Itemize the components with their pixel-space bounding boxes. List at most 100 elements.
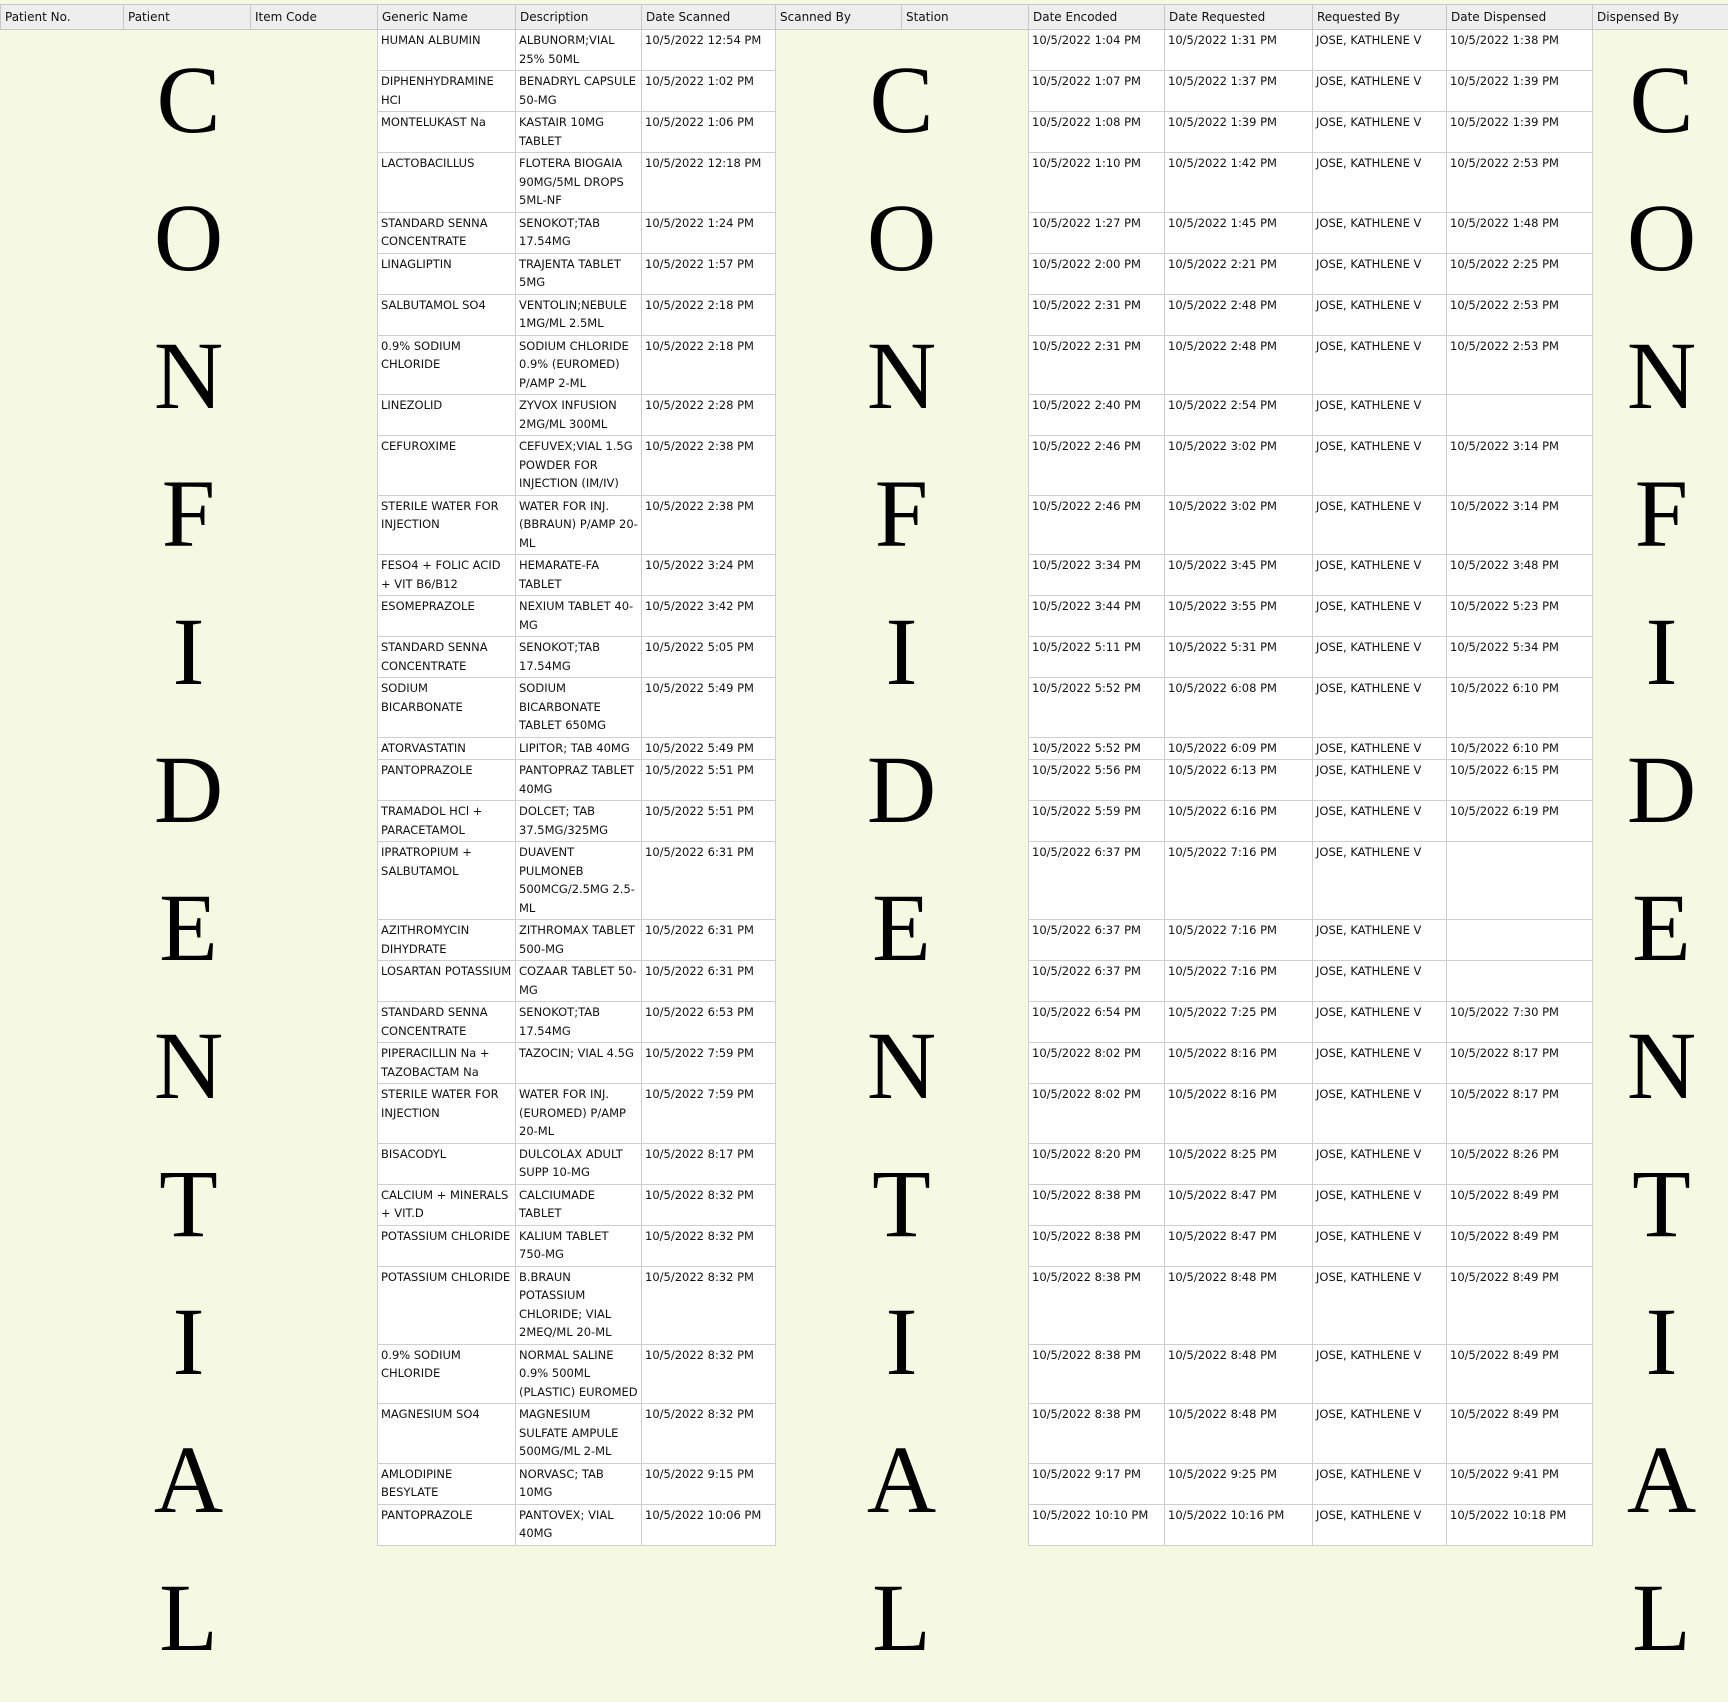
table-cell: CALCIUMADE TABLET [516, 1184, 642, 1225]
column-header: Date Dispensed [1447, 5, 1593, 30]
table-cell: 10/5/2022 6:37 PM [1029, 842, 1165, 920]
table-cell: 10/5/2022 8:17 PM [1447, 1043, 1593, 1084]
table-cell: 10/5/2022 8:20 PM [1029, 1143, 1165, 1184]
table-cell: 10/5/2022 10:10 PM [1029, 1504, 1165, 1545]
table-cell: JOSE, KATHLENE V [1313, 760, 1447, 801]
blank-cell [251, 1225, 378, 1266]
blank-cell [251, 760, 378, 801]
table-cell: 10/5/2022 8:26 PM [1447, 1143, 1593, 1184]
table-cell: 10/5/2022 8:32 PM [642, 1225, 776, 1266]
table-cell: LINAGLIPTIN [378, 253, 516, 294]
table-cell: KALIUM TABLET 750-MG [516, 1225, 642, 1266]
table-cell: 10/5/2022 5:52 PM [1029, 737, 1165, 760]
table-cell: 10/5/2022 2:48 PM [1165, 294, 1313, 335]
table-cell: 10/5/2022 6:09 PM [1165, 737, 1313, 760]
blank-cell [251, 1404, 378, 1464]
table-cell: JOSE, KATHLENE V [1313, 678, 1447, 738]
table-cell: 10/5/2022 3:44 PM [1029, 596, 1165, 637]
table-cell: 10/5/2022 7:16 PM [1165, 920, 1313, 961]
table-cell: 10/5/2022 6:19 PM [1447, 801, 1593, 842]
table-cell: 10/5/2022 2:25 PM [1447, 253, 1593, 294]
table-cell: 10/5/2022 2:53 PM [1447, 153, 1593, 213]
blank-cell [251, 637, 378, 678]
table-cell: 10/5/2022 5:11 PM [1029, 637, 1165, 678]
table-cell: 0.9% SODIUM CHLORIDE [378, 335, 516, 395]
column-header: Station [902, 5, 1029, 30]
table-cell: NORVASC; TAB 10MG [516, 1463, 642, 1504]
table-cell: 10/5/2022 2:48 PM [1165, 335, 1313, 395]
column-header: Date Encoded [1029, 5, 1165, 30]
table-cell: POTASSIUM CHLORIDE [378, 1225, 516, 1266]
blank-cell [251, 30, 378, 71]
blank-cell [251, 842, 378, 920]
table-cell: 10/5/2022 8:02 PM [1029, 1084, 1165, 1144]
table-cell: JOSE, KATHLENE V [1313, 1143, 1447, 1184]
table-cell: 10/5/2022 7:30 PM [1447, 1002, 1593, 1043]
table-cell: 10/5/2022 8:32 PM [642, 1184, 776, 1225]
blank-cell [251, 112, 378, 153]
table-cell [1447, 920, 1593, 961]
column-header: Date Scanned [642, 5, 776, 30]
table-cell: MAGNESIUM SULFATE AMPULE 500MG/ML 2-ML [516, 1404, 642, 1464]
table-cell: 10/5/2022 9:25 PM [1165, 1463, 1313, 1504]
blank-cell [1, 1404, 124, 1464]
blank-cell [251, 1463, 378, 1504]
blank-cell [1, 842, 124, 920]
table-cell: 10/5/2022 10:18 PM [1447, 1504, 1593, 1545]
blank-cell [1, 1344, 124, 1404]
table-cell: JOSE, KATHLENE V [1313, 920, 1447, 961]
table-cell: BISACODYL [378, 1143, 516, 1184]
table-cell: 10/5/2022 6:31 PM [642, 961, 776, 1002]
table-cell: 10/5/2022 1:39 PM [1165, 112, 1313, 153]
table-cell: 10/5/2022 2:46 PM [1029, 436, 1165, 496]
table-cell: 10/5/2022 1:37 PM [1165, 71, 1313, 112]
table-cell: ESOMEPRAZOLE [378, 596, 516, 637]
table-cell: JOSE, KATHLENE V [1313, 1404, 1447, 1464]
blank-cell [251, 920, 378, 961]
blank-cell [1, 436, 124, 496]
table-cell: 10/5/2022 8:16 PM [1165, 1084, 1313, 1144]
table-cell: TAZOCIN; VIAL 4.5G [516, 1043, 642, 1084]
table-cell: 10/5/2022 7:59 PM [642, 1084, 776, 1144]
blank-cell [251, 737, 378, 760]
table-cell: 10/5/2022 8:32 PM [642, 1266, 776, 1344]
table-cell: 10/5/2022 6:37 PM [1029, 920, 1165, 961]
table-cell: 10/5/2022 8:49 PM [1447, 1404, 1593, 1464]
table-cell: JOSE, KATHLENE V [1313, 212, 1447, 253]
table-cell: 10/5/2022 1:04 PM [1029, 30, 1165, 71]
table-cell: 10/5/2022 1:07 PM [1029, 71, 1165, 112]
table-cell: 10/5/2022 8:38 PM [1029, 1266, 1165, 1344]
table-cell: 10/5/2022 2:53 PM [1447, 335, 1593, 395]
table-cell: 10/5/2022 7:16 PM [1165, 961, 1313, 1002]
table-cell: JOSE, KATHLENE V [1313, 961, 1447, 1002]
blank-cell [251, 436, 378, 496]
table-cell: 10/5/2022 8:32 PM [642, 1404, 776, 1464]
table-cell: STANDARD SENNA CONCENTRATE [378, 1002, 516, 1043]
table-cell: 10/5/2022 12:18 PM [642, 153, 776, 213]
blank-cell [251, 961, 378, 1002]
table-cell: JOSE, KATHLENE V [1313, 737, 1447, 760]
blank-cell [251, 212, 378, 253]
table-cell: POTASSIUM CHLORIDE [378, 1266, 516, 1344]
table-cell: 10/5/2022 6:08 PM [1165, 678, 1313, 738]
table-cell: STANDARD SENNA CONCENTRATE [378, 212, 516, 253]
table-cell: 10/5/2022 2:53 PM [1447, 294, 1593, 335]
column-header: Scanned By [776, 5, 902, 30]
table-cell: 10/5/2022 8:32 PM [642, 1344, 776, 1404]
table-cell: 10/5/2022 8:38 PM [1029, 1404, 1165, 1464]
blank-cell [1, 596, 124, 637]
table-cell: JOSE, KATHLENE V [1313, 253, 1447, 294]
table-cell: JOSE, KATHLENE V [1313, 153, 1447, 213]
table-cell: 10/5/2022 1:45 PM [1165, 212, 1313, 253]
table-cell: DULCOLAX ADULT SUPP 10-MG [516, 1143, 642, 1184]
blank-cell [251, 555, 378, 596]
table-cell: ALBUNORM;VIAL 25% 50ML [516, 30, 642, 71]
table-cell: TRAJENTA TABLET 5MG [516, 253, 642, 294]
blank-cell [251, 1344, 378, 1404]
watermark: CONFIDENTIAL [138, 46, 238, 1702]
table-cell: LOSARTAN POTASSIUM [378, 961, 516, 1002]
blank-cell [1, 1504, 124, 1545]
column-header: Item Code [251, 5, 378, 30]
blank-cell [1, 1266, 124, 1344]
blank-cell [251, 294, 378, 335]
